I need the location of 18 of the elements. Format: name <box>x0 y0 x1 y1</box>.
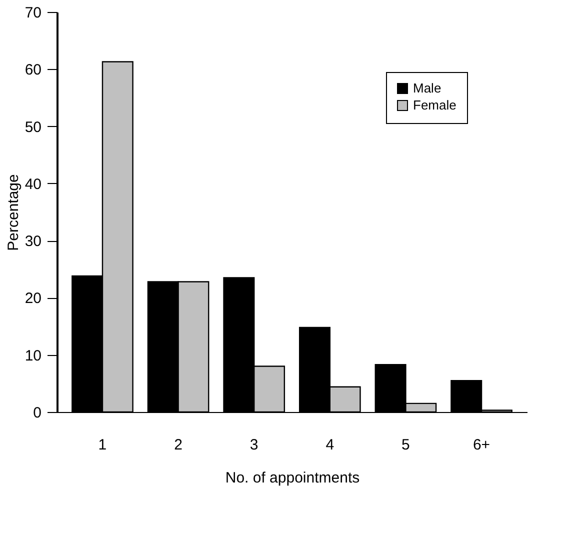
y-tick-label: 50 <box>24 118 42 136</box>
y-tick-label: 70 <box>24 4 42 22</box>
x-tick-label: 1 <box>98 436 107 454</box>
y-axis-title: Percentage <box>4 174 22 251</box>
legend-label: Male <box>413 80 442 96</box>
y-tick-label: 60 <box>24 62 42 79</box>
x-tick-label: 5 <box>402 436 410 454</box>
y-tick-label: 30 <box>24 233 42 250</box>
x-tick-label: 6+ <box>472 436 490 454</box>
y-tick-label: 0 <box>33 404 42 422</box>
y-tick-label: 20 <box>24 290 42 308</box>
legend-label: Female <box>413 98 456 112</box>
y-tick-label: 10 <box>24 347 42 364</box>
x-tick-label: 2 <box>174 436 182 454</box>
x-tick-label: 3 <box>250 436 258 454</box>
y-tick-label: 40 <box>24 176 42 193</box>
x-tick-label: 4 <box>326 436 334 454</box>
x-axis-title: No. of appointments <box>225 470 360 486</box>
